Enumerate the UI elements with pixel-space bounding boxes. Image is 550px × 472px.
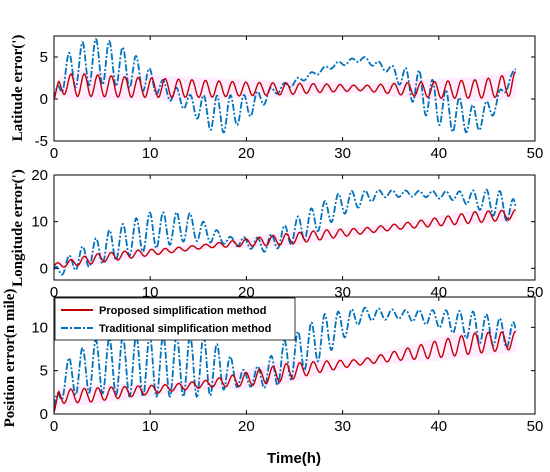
latitude-proposed-line: [54, 71, 517, 100]
position-series-layer: [54, 306, 517, 414]
longitude-ytick-label: 0: [40, 260, 48, 277]
x-axis-label: Time(h): [267, 450, 321, 467]
longitude-ticks: [53, 174, 536, 280]
position-xtick-label: 20: [238, 418, 255, 435]
latitude-ticks: [53, 36, 536, 142]
position-panel: 0 10 20 30 40 50 0 5 10 Position error(n…: [2, 289, 543, 435]
longitude-panel: 0 10 20 30 40 50 0 10 20 Longitude error…: [10, 167, 543, 301]
longitude-ytick-label: 10: [31, 214, 48, 231]
position-xtick-label: 10: [142, 418, 159, 435]
legend-box: [54, 297, 296, 341]
latitude-xtick-label: 10: [142, 145, 159, 162]
latitude-axes-box: [53, 35, 536, 142]
longitude-proposed-line: [54, 209, 516, 268]
position-traditional-line: [54, 306, 517, 407]
longitude-axes-box: [53, 174, 536, 281]
position-ylabel: Position error(n mile): [2, 289, 18, 428]
position-ytick-label: 0: [40, 406, 48, 423]
longitude-xtick-label: 0: [50, 284, 58, 301]
longitude-ytick-label: 20: [31, 167, 48, 184]
latitude-ylabel: Latitude error('): [10, 35, 26, 142]
latitude-tick-labels: 0 10 20 30 40 50 -5 0 5: [35, 49, 544, 162]
longitude-ylabel: Longitude error('): [10, 169, 26, 287]
legend: Proposed simplification method Tradition…: [54, 297, 296, 341]
position-xtick-label: 40: [430, 418, 447, 435]
position-proposed-line: [54, 331, 517, 413]
latitude-series-layer: [54, 37, 517, 134]
longitude-series-layer: [54, 188, 517, 276]
latitude-xtick-label: 50: [527, 145, 544, 162]
position-xtick-label: 50: [527, 418, 544, 435]
legend-label-traditional: Traditional simplification method: [99, 323, 271, 335]
latitude-ytick-label: 0: [40, 91, 48, 108]
legend-label-proposed: Proposed simplification method: [99, 305, 266, 317]
position-xtick-label: 0: [50, 418, 58, 435]
latitude-xtick-label: 40: [430, 145, 447, 162]
latitude-xtick-label: 0: [50, 145, 58, 162]
longitude-proposed-band: [54, 208, 516, 270]
position-xtick-label: 30: [334, 418, 351, 435]
latitude-ytick-label: -5: [35, 133, 48, 150]
position-ytick-label: 10: [31, 319, 48, 336]
latitude-xtick-label: 30: [334, 145, 351, 162]
latitude-xtick-label: 20: [238, 145, 255, 162]
latitude-ytick-label: 5: [40, 49, 48, 66]
latitude-panel: 0 10 20 30 40 50 -5 0 5 Latitude error('…: [10, 35, 543, 162]
position-ytick-label: 5: [40, 363, 48, 380]
latitude-traditional-line: [54, 37, 517, 134]
position-tick-labels: 0 10 20 30 40 50 0 5 10: [31, 319, 543, 435]
longitude-traditional-line: [54, 188, 517, 276]
position-axes-box: [53, 296, 536, 415]
